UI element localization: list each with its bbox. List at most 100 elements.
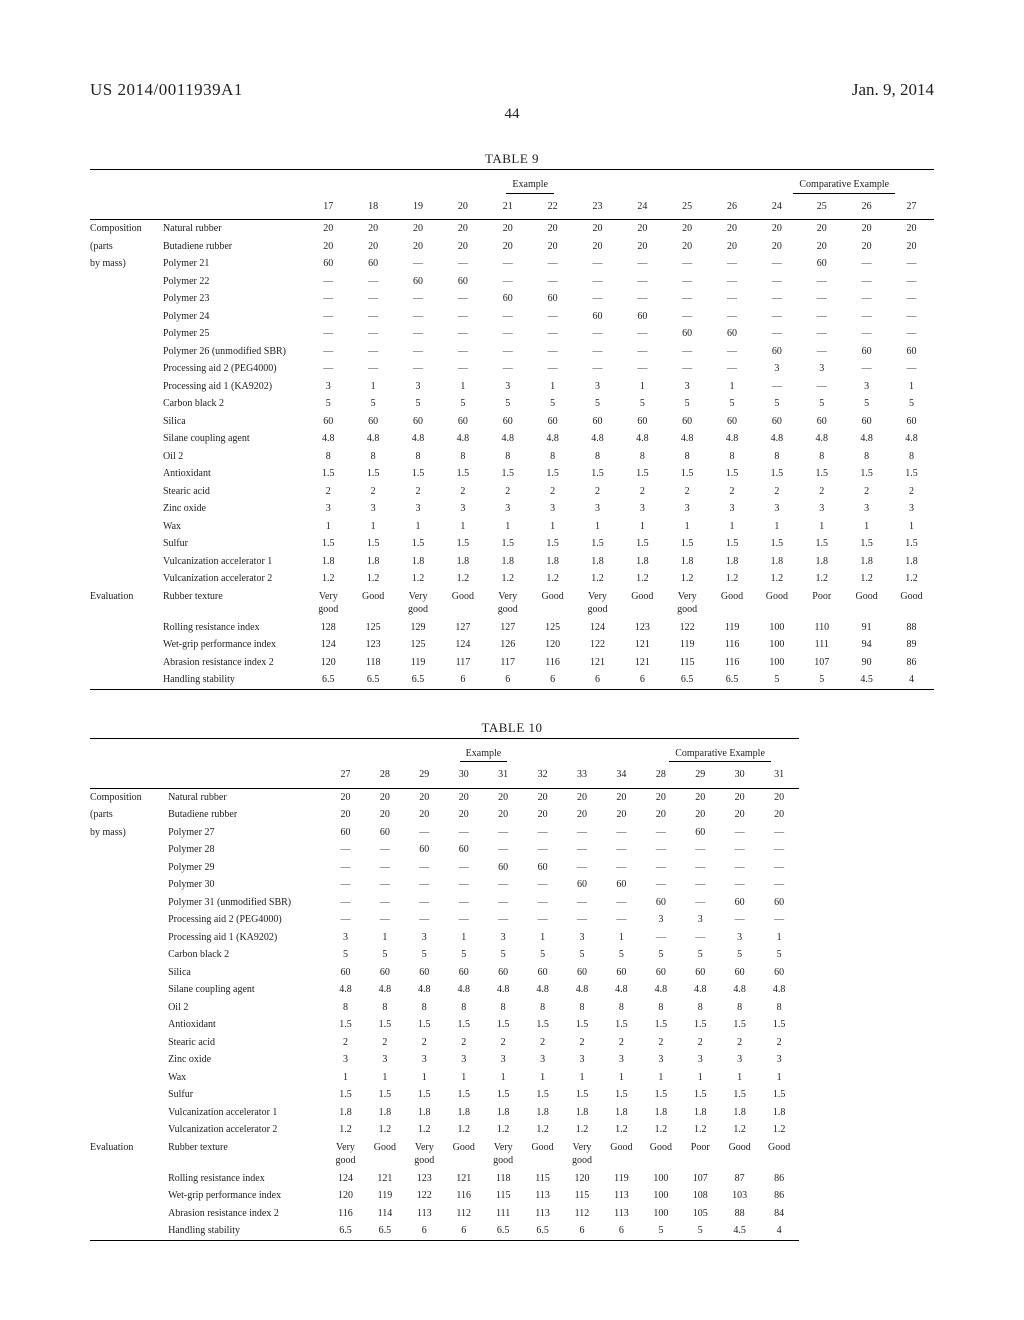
table-cell: — bbox=[562, 894, 601, 912]
table-cell: 20 bbox=[326, 788, 365, 806]
row-category: by mass) bbox=[90, 255, 162, 273]
table-cell: 117 bbox=[485, 654, 530, 672]
table-cell: 5 bbox=[396, 395, 441, 413]
column-number: 19 bbox=[396, 196, 441, 220]
table-cell: — bbox=[306, 273, 351, 291]
table-cell: Verygood bbox=[562, 1139, 601, 1170]
table-cell: 1 bbox=[641, 1069, 680, 1087]
table-cell: 1.5 bbox=[799, 465, 844, 483]
table-cell: 91 bbox=[844, 619, 889, 637]
table-cell: — bbox=[351, 360, 396, 378]
table-cell: 20 bbox=[405, 788, 444, 806]
table-cell: — bbox=[396, 308, 441, 326]
row-label: Abrasion resistance index 2 bbox=[162, 654, 306, 672]
table-cell: 60 bbox=[710, 413, 755, 431]
table-cell: 60 bbox=[365, 824, 404, 842]
table-cell: 60 bbox=[365, 964, 404, 982]
table-cell: 84 bbox=[759, 1205, 799, 1223]
table-cell: — bbox=[483, 824, 522, 842]
table-cell: 20 bbox=[889, 220, 934, 238]
table-cell: 1 bbox=[710, 518, 755, 536]
table-cell: 1 bbox=[720, 1069, 759, 1087]
table-cell: 2 bbox=[710, 483, 755, 501]
table-cell: — bbox=[720, 824, 759, 842]
table-cell: 3 bbox=[365, 1051, 404, 1069]
table-cell: — bbox=[365, 911, 404, 929]
table-cell: 1 bbox=[365, 929, 404, 947]
table-cell: 2 bbox=[483, 1034, 522, 1052]
table-cell: 20 bbox=[754, 238, 799, 256]
table-cell: 1 bbox=[440, 378, 485, 396]
table-cell: — bbox=[523, 894, 562, 912]
column-number: 26 bbox=[710, 196, 755, 220]
table-cell: 8 bbox=[485, 448, 530, 466]
table-cell: 20 bbox=[665, 238, 710, 256]
table-cell: 5 bbox=[754, 395, 799, 413]
table-cell: 8 bbox=[641, 999, 680, 1017]
table-cell: 6.5 bbox=[326, 1222, 365, 1240]
table-cell: 5 bbox=[530, 395, 575, 413]
table-cell: 1 bbox=[575, 518, 620, 536]
table-cell: 5 bbox=[562, 946, 601, 964]
table-cell: 1.5 bbox=[844, 535, 889, 553]
table-cell: 4.8 bbox=[444, 981, 483, 999]
table-cell: 20 bbox=[444, 806, 483, 824]
table-cell: Verygood bbox=[326, 1139, 365, 1170]
table-cell: 1.5 bbox=[710, 465, 755, 483]
column-number: 29 bbox=[681, 764, 720, 788]
table-cell: 6 bbox=[620, 671, 665, 689]
table-cell: — bbox=[759, 876, 799, 894]
table-cell: 1.5 bbox=[844, 465, 889, 483]
table-cell: — bbox=[889, 273, 934, 291]
row-label: Vulcanization accelerator 1 bbox=[162, 553, 306, 571]
table-cell: 8 bbox=[665, 448, 710, 466]
table-cell: 1.5 bbox=[485, 535, 530, 553]
table-cell: — bbox=[754, 308, 799, 326]
table-cell: 60 bbox=[396, 413, 441, 431]
table-cell: 4.8 bbox=[326, 981, 365, 999]
table-cell: 123 bbox=[405, 1170, 444, 1188]
table-cell: 20 bbox=[620, 238, 665, 256]
table-cell: 6 bbox=[440, 671, 485, 689]
table-cell: Verygood bbox=[485, 588, 530, 619]
table-cell: 5 bbox=[575, 395, 620, 413]
table-cell: 2 bbox=[620, 483, 665, 501]
table-cell: — bbox=[844, 290, 889, 308]
page-header: US 2014/0011939A1 Jan. 9, 2014 bbox=[90, 80, 934, 100]
column-number: 21 bbox=[485, 196, 530, 220]
table-cell: 5 bbox=[351, 395, 396, 413]
row-label: Abrasion resistance index 2 bbox=[167, 1205, 326, 1223]
table-cell: 5 bbox=[326, 946, 365, 964]
table-cell: — bbox=[844, 273, 889, 291]
table-cell: 118 bbox=[351, 654, 396, 672]
table-cell: 1 bbox=[351, 518, 396, 536]
table-cell: — bbox=[759, 859, 799, 877]
table-cell: — bbox=[759, 911, 799, 929]
table-cell: 2 bbox=[799, 483, 844, 501]
table-cell: — bbox=[365, 876, 404, 894]
table-cell: 3 bbox=[759, 1051, 799, 1069]
table-cell: — bbox=[444, 894, 483, 912]
table-cell: 6.5 bbox=[365, 1222, 404, 1240]
table-cell: Good bbox=[889, 588, 934, 619]
table-cell: 20 bbox=[889, 238, 934, 256]
table-cell: 1 bbox=[485, 518, 530, 536]
table-cell: 3 bbox=[665, 500, 710, 518]
column-group-label: Example bbox=[460, 747, 508, 763]
table-cell: 20 bbox=[444, 788, 483, 806]
table-cell: 20 bbox=[440, 238, 485, 256]
table-cell: — bbox=[799, 325, 844, 343]
table-cell: — bbox=[523, 824, 562, 842]
table-cell: 5 bbox=[759, 946, 799, 964]
table-cell: 1 bbox=[444, 1069, 483, 1087]
table-cell: 4 bbox=[889, 671, 934, 689]
table-cell: 60 bbox=[351, 255, 396, 273]
table-cell: 3 bbox=[641, 1051, 680, 1069]
table-cell: 1.8 bbox=[602, 1104, 641, 1122]
table-cell: — bbox=[799, 378, 844, 396]
table-cell: 60 bbox=[326, 824, 365, 842]
table-cell: 1 bbox=[620, 378, 665, 396]
table-cell: 4.8 bbox=[759, 981, 799, 999]
table-cell: 60 bbox=[405, 964, 444, 982]
row-category: (parts bbox=[90, 806, 167, 824]
